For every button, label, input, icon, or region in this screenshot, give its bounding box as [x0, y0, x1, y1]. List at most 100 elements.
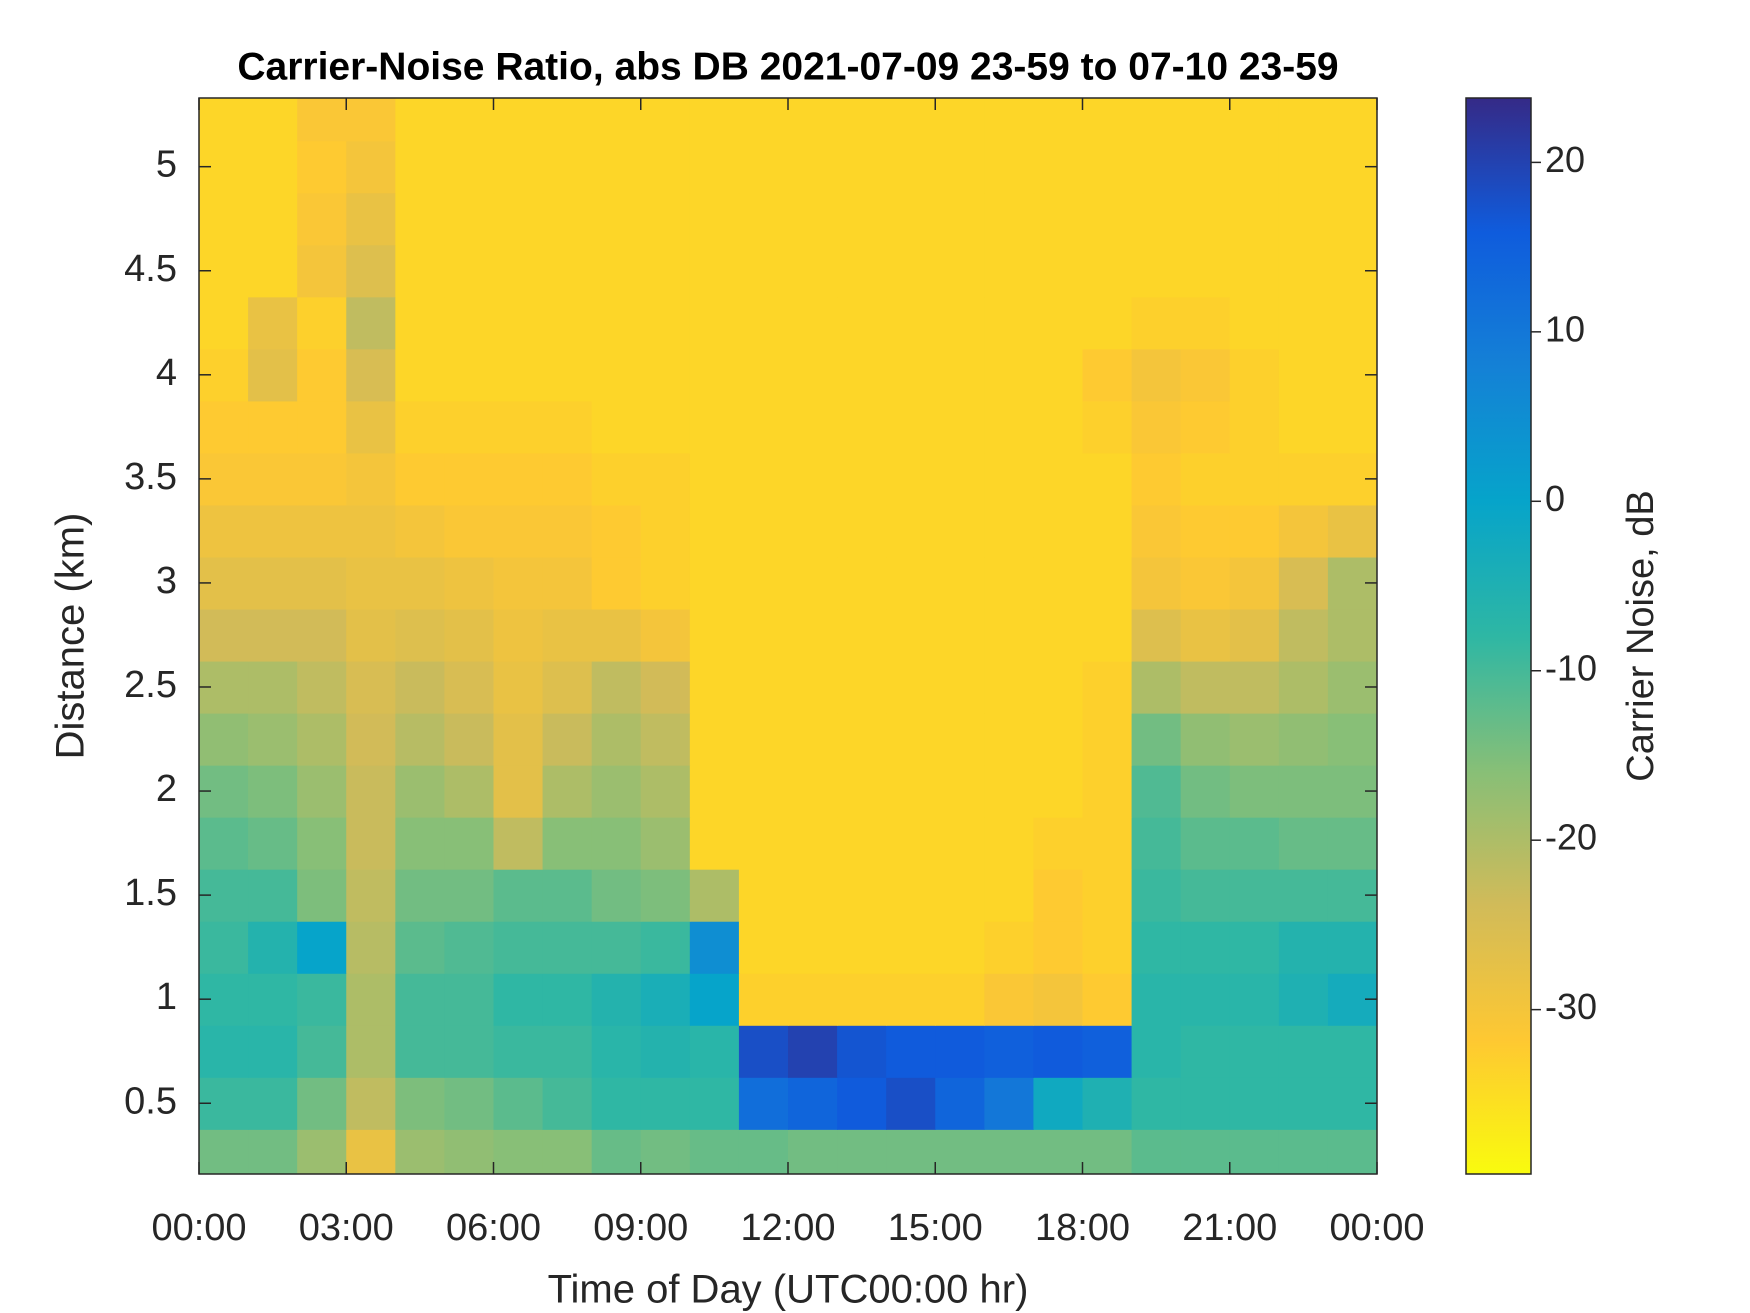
heatmap-cell [1033, 713, 1084, 766]
heatmap-cell [542, 98, 593, 142]
heatmap-cell [591, 140, 642, 194]
heatmap-cell [689, 244, 740, 298]
y-axis-label: Distance (km) [49, 513, 93, 760]
heatmap-cell [444, 608, 495, 662]
heatmap-cell [886, 660, 936, 714]
heatmap-cell [788, 556, 838, 610]
heatmap-cell [689, 1077, 740, 1130]
heatmap-cell [395, 556, 446, 610]
colorbar-tick-label: -20 [1545, 817, 1597, 858]
heatmap-cell [1131, 192, 1182, 246]
heatmap-cell [1180, 348, 1231, 402]
heatmap-cell [1229, 296, 1280, 350]
heatmap-cell [248, 869, 298, 922]
heatmap-cell [346, 765, 396, 818]
heatmap-cell [297, 765, 347, 818]
heatmap-cell [1180, 765, 1231, 818]
heatmap-cell [542, 140, 593, 194]
heatmap-cell [738, 608, 789, 662]
heatmap-cell [837, 348, 887, 402]
heatmap-cell [395, 192, 446, 246]
heatmap-cell [346, 608, 396, 662]
heatmap-cell [1278, 192, 1329, 246]
heatmap-cell [1180, 400, 1231, 454]
heatmap-cell [346, 556, 396, 610]
heatmap-cell [444, 1025, 495, 1078]
heatmap-cell [788, 1077, 838, 1130]
heatmap-cell [1229, 973, 1280, 1026]
heatmap-cell [886, 504, 936, 558]
heatmap-cell [935, 973, 985, 1026]
heatmap-cell [738, 713, 789, 766]
heatmap-cell [1082, 192, 1133, 246]
heatmap-cell [1229, 400, 1280, 454]
heatmap-cell [935, 244, 985, 298]
heatmap-cell [297, 244, 347, 298]
y-tick-label: 3 [156, 560, 177, 602]
heatmap-cell [346, 452, 396, 506]
heatmap-cell [1278, 660, 1329, 714]
heatmap-cell [591, 921, 642, 974]
heatmap-cell [935, 140, 985, 194]
heatmap-cell [248, 1077, 298, 1130]
heatmap-cell [1131, 98, 1182, 142]
heatmap-cell [1180, 452, 1231, 506]
heatmap-cell [444, 98, 495, 142]
heatmap-cell [1033, 973, 1084, 1026]
heatmap-cell [738, 765, 789, 818]
heatmap-cell [1229, 608, 1280, 662]
heatmap-cell [886, 765, 936, 818]
heatmap-cell [1278, 556, 1329, 610]
heatmap-cell [984, 817, 1035, 870]
heatmap-cell [248, 1025, 298, 1078]
heatmap-cell [1278, 921, 1329, 974]
heatmap-cell [591, 1077, 642, 1130]
heatmap-cell [1082, 348, 1133, 402]
heatmap-cell [493, 296, 544, 350]
heatmap-cell [1327, 1025, 1377, 1078]
heatmap-cell [493, 140, 544, 194]
heatmap-cell [346, 504, 396, 558]
heatmap-cell [1033, 1025, 1084, 1078]
heatmap-cell [493, 452, 544, 506]
heatmap-cell [640, 817, 691, 870]
heatmap-cell [1082, 713, 1133, 766]
heatmap-cell [738, 296, 789, 350]
heatmap-cell [493, 504, 544, 558]
heatmap-cell [444, 348, 495, 402]
heatmap-cell [935, 765, 985, 818]
heatmap-cell [1033, 452, 1084, 506]
heatmap-cell [1033, 608, 1084, 662]
heatmap-cell [886, 973, 936, 1026]
heatmap-cell [297, 452, 347, 506]
heatmap-cell [542, 400, 593, 454]
heatmap-cell [395, 713, 446, 766]
heatmap-cell [738, 973, 789, 1026]
heatmap-cell [248, 713, 298, 766]
heatmap-cell [788, 400, 838, 454]
heatmap-cell [1131, 244, 1182, 298]
heatmap-cell [542, 817, 593, 870]
heatmap-cell [837, 1025, 887, 1078]
heatmap-cell [788, 244, 838, 298]
heatmap-cell [689, 348, 740, 402]
heatmap-cell [738, 817, 789, 870]
heatmap-cell [886, 608, 936, 662]
heatmap-cell [493, 98, 544, 142]
heatmap-cell [1180, 921, 1231, 974]
heatmap-cell [1278, 713, 1329, 766]
heatmap-cell [248, 921, 298, 974]
heatmap-cell [984, 244, 1035, 298]
heatmap-cell [640, 504, 691, 558]
y-tick-label: 3.5 [124, 456, 177, 498]
heatmap-cell [297, 556, 347, 610]
heatmap-cell [935, 400, 985, 454]
heatmap-cell [297, 660, 347, 714]
heatmap-cell [1131, 1129, 1182, 1174]
heatmap-cell [297, 1025, 347, 1078]
heatmap-cell [738, 400, 789, 454]
heatmap-cell [640, 869, 691, 922]
heatmap-cell [297, 504, 347, 558]
heatmap-cell [591, 608, 642, 662]
heatmap-cell [395, 400, 446, 454]
